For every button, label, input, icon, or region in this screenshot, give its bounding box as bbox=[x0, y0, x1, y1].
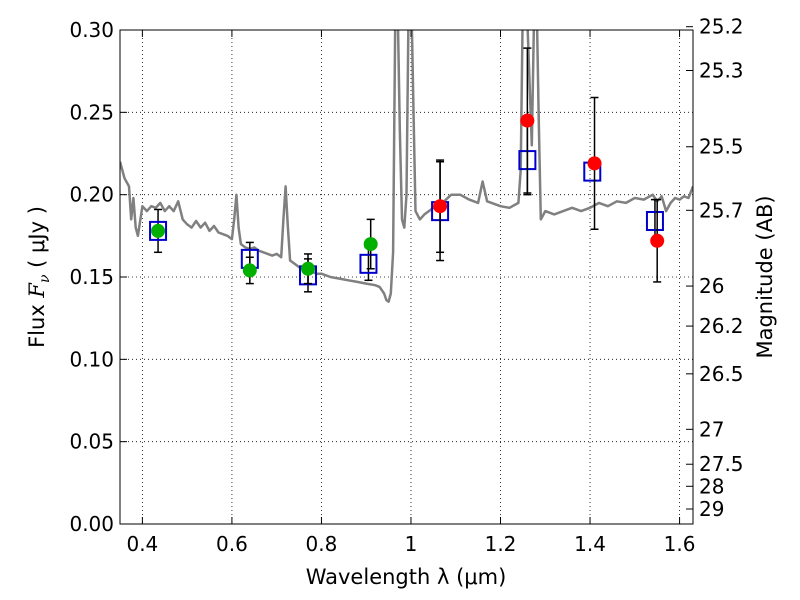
right-axis-title: Magnitude (AB) bbox=[753, 195, 777, 358]
square-marker bbox=[359, 253, 378, 274]
right-tick-label: 25.3 bbox=[699, 59, 744, 83]
circle-marker bbox=[242, 263, 257, 278]
circle-marker bbox=[520, 113, 535, 128]
x-tick-label: 1.2 bbox=[485, 532, 517, 556]
y-tick-label: 0.00 bbox=[69, 512, 114, 536]
circle-marker bbox=[151, 223, 166, 238]
plot-area bbox=[120, 30, 693, 303]
y-tick-label: 0.25 bbox=[69, 100, 114, 124]
x-tick-label: 0.4 bbox=[126, 532, 158, 556]
y-axis-title-symbol: F bbox=[25, 282, 49, 299]
right-tick-label: 26 bbox=[699, 274, 724, 298]
x-tick-label: 1 bbox=[405, 532, 418, 556]
right-tick-label: 26.5 bbox=[699, 362, 744, 386]
right-tick-label: 29 bbox=[699, 497, 724, 521]
y-axis-title-subscript: ν bbox=[37, 274, 53, 283]
x-tick-label: 0.8 bbox=[306, 532, 338, 556]
y-tick-label: 0.20 bbox=[69, 183, 114, 207]
marker-layer bbox=[149, 47, 665, 293]
circle-marker bbox=[301, 261, 316, 276]
right-tick-label: 25.2 bbox=[699, 15, 744, 39]
y-tick-label: 0.05 bbox=[69, 430, 114, 454]
x-tick-label: 1.4 bbox=[574, 532, 606, 556]
axes: 0.4 0.6 0.8 1 1.2 1.4 1.6 0.00 0.05 0.10 0.15 0.20 0… bbox=[69, 15, 743, 556]
right-tick-label: 28 bbox=[699, 474, 724, 498]
svg-text:Flux Fν ( μJy ): Flux Fν ( μJy ) bbox=[25, 206, 53, 348]
circle-marker bbox=[587, 156, 602, 171]
y-axis-title: Flux Fν ( μJy ) bbox=[25, 206, 53, 348]
series-layer bbox=[120, 30, 693, 303]
y-axis-title-prefix: Flux bbox=[25, 298, 49, 348]
x-tick-label: 1.6 bbox=[664, 532, 696, 556]
x-axis-title: Wavelength λ (μm) bbox=[306, 565, 507, 589]
x-tick-label: 0.6 bbox=[216, 532, 248, 556]
right-tick-label: 26.2 bbox=[699, 314, 744, 338]
square-marker bbox=[149, 220, 168, 241]
right-tick-label: 25.7 bbox=[699, 198, 744, 222]
y-axis-title-unit: ( μJy ) bbox=[25, 206, 49, 274]
y-tick-label: 0.10 bbox=[69, 347, 114, 371]
y-tick-label: 0.30 bbox=[69, 18, 114, 42]
right-tick-label: 27 bbox=[699, 417, 724, 441]
square-marker bbox=[645, 211, 664, 232]
right-tick-label: 25.5 bbox=[699, 135, 744, 159]
y-tick-label: 0.15 bbox=[69, 265, 114, 289]
circle-marker bbox=[650, 233, 665, 248]
circle-marker bbox=[433, 199, 448, 214]
circle-marker bbox=[363, 237, 378, 252]
right-tick-label: 27.5 bbox=[699, 452, 744, 476]
spectrum-line bbox=[120, 30, 693, 303]
